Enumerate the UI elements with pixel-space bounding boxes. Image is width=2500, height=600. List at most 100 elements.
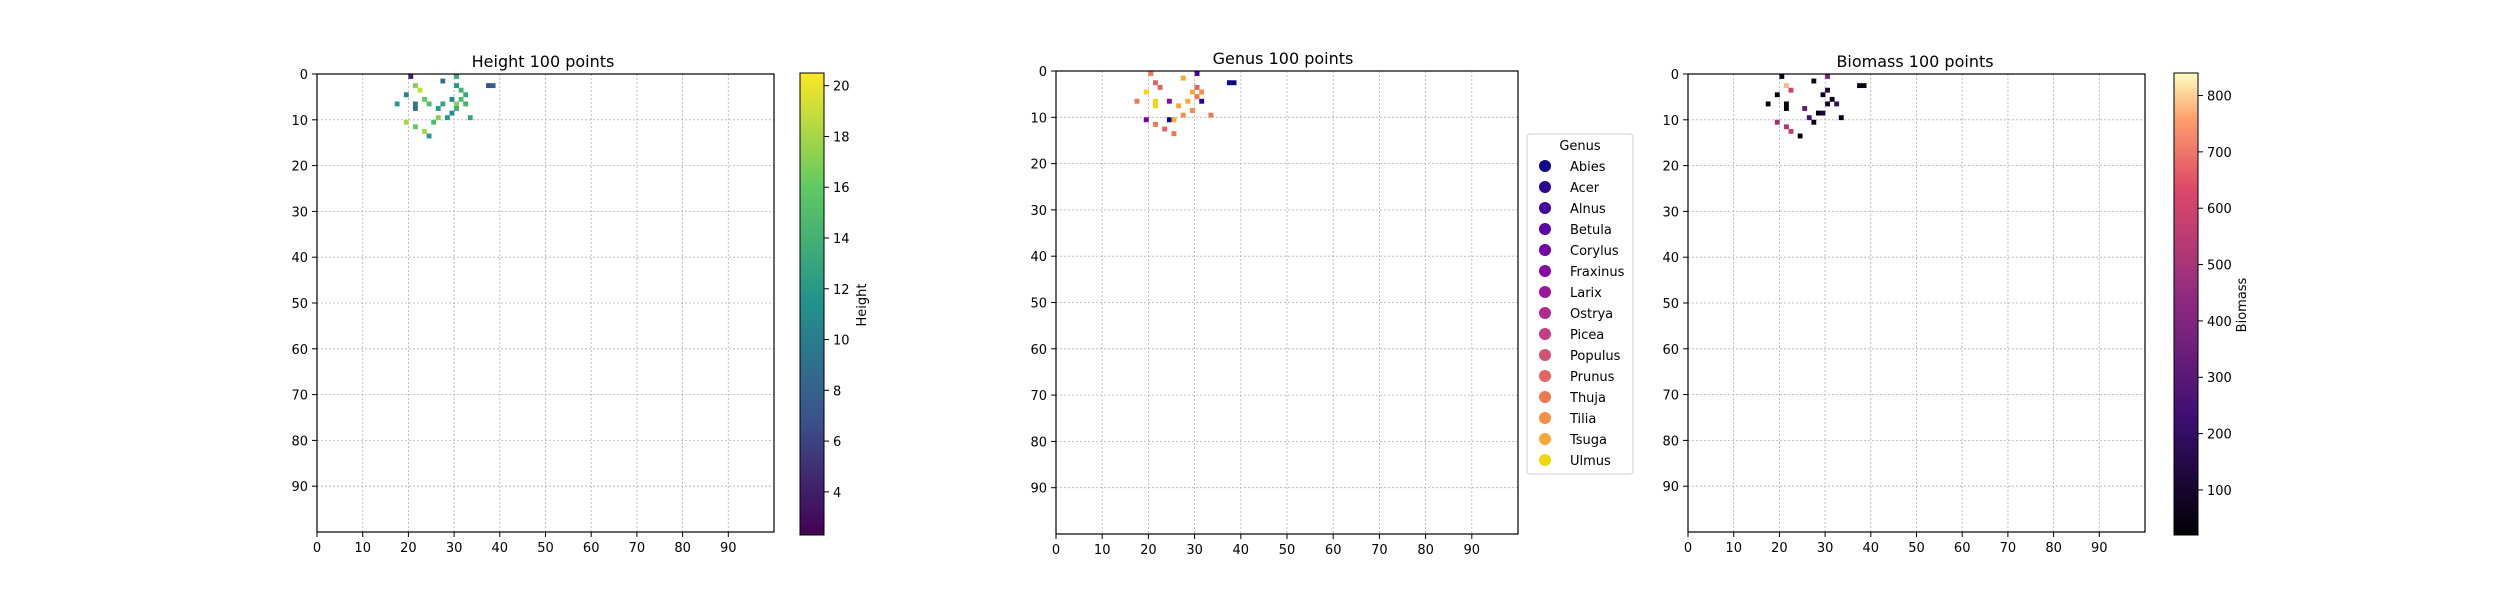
biomass-data-cell [1829, 96, 1835, 102]
genus-legend-marker [1539, 370, 1551, 382]
genus-legend-box [1526, 133, 1634, 475]
genus-data-cell [1171, 131, 1177, 137]
genus-legend-label: Abies [1570, 160, 1606, 175]
genus-data-cell [1176, 103, 1182, 109]
biomass-data-cell [1779, 74, 1785, 79]
genus-x-tick-label: 90 [1464, 543, 1481, 558]
biomass-y-tick-label: 70 [1662, 389, 1679, 404]
biomass-data-cell [1774, 119, 1780, 125]
biomass-x-tick-label: 50 [1908, 541, 1925, 556]
height-y-tick-label: 0 [300, 68, 308, 83]
genus-y-tick-label: 40 [1030, 250, 1047, 265]
genus-data-cell [1199, 98, 1205, 104]
genus-legend-marker [1539, 328, 1551, 340]
genus-legend-marker [1539, 307, 1551, 319]
biomass-data-cell [1788, 128, 1794, 134]
genus-x-tick-label: 80 [1417, 543, 1434, 558]
height-data-cell [422, 128, 427, 134]
biomass-data-cell [1815, 110, 1821, 116]
height-data-cell [440, 101, 446, 107]
genus-data-cell [1180, 112, 1186, 118]
height-x-tick-label: 0 [313, 541, 321, 556]
genus-data-cell [1208, 112, 1214, 118]
height-colorbar-tick-label: 10 [833, 334, 850, 349]
genus-data-cell [1180, 75, 1186, 81]
genus-data-cell [1153, 98, 1158, 104]
height-y-tick-label: 80 [291, 434, 308, 449]
genus-x-tick-label: 30 [1186, 543, 1203, 558]
genus-data-cell [1134, 98, 1140, 104]
genus-data-cell [1153, 121, 1158, 127]
chart-title-height: Height 100 points [472, 52, 615, 71]
genus-legend-label: Tsuga [1569, 433, 1607, 448]
genus-y-tick-label: 70 [1030, 389, 1047, 404]
biomass-colorbar [2173, 72, 2199, 536]
height-data-cell [454, 83, 459, 89]
genus-legend-label: Picea [1570, 328, 1604, 343]
genus-x-tick-label: 50 [1279, 543, 1296, 558]
genus-legend-label: Prunus [1570, 370, 1615, 385]
genus-legend-label: Alnus [1570, 202, 1606, 217]
genus-x-tick-label: 20 [1140, 543, 1157, 558]
chart-title-genus: Genus 100 points [1213, 49, 1354, 68]
height-x-tick-label: 40 [492, 541, 509, 556]
biomass-x-tick-label: 20 [1771, 541, 1788, 556]
height-y-tick-label: 60 [291, 343, 308, 358]
biomass-y-tick-label: 60 [1662, 343, 1679, 358]
height-y-tick-label: 20 [291, 160, 308, 175]
biomass-data-cell [1774, 92, 1780, 98]
height-data-cell [467, 115, 473, 121]
height-data-cell [412, 106, 418, 111]
biomass-colorbar-tick-label: 100 [2207, 484, 2232, 499]
genus-legend-label: Tilia [1569, 412, 1596, 427]
biomass-data-cell [1765, 101, 1771, 107]
genus-legend-label: Larix [1570, 286, 1602, 301]
height-data-cell [426, 101, 432, 107]
height-data-cell [435, 115, 441, 121]
genus-data-cell [1189, 108, 1195, 113]
biomass-data-cell [1861, 83, 1867, 89]
height-y-tick-label: 50 [291, 297, 308, 312]
genus-legend-label: Acer [1570, 181, 1600, 196]
height-data-cell [440, 78, 446, 84]
height-colorbar-tick-label: 12 [833, 283, 850, 298]
height-data-cell [403, 119, 409, 125]
genus-y-tick-label: 80 [1030, 435, 1047, 450]
genus-data-cell [1166, 98, 1172, 104]
genus-x-tick-label: 40 [1233, 543, 1250, 558]
genus-legend-marker [1539, 265, 1551, 277]
genus-legend-marker [1539, 433, 1551, 445]
genus-y-tick-label: 10 [1030, 111, 1047, 126]
genus-legend-marker [1539, 181, 1551, 193]
biomass-data-cell [1825, 74, 1830, 79]
height-colorbar-tick-label: 8 [833, 384, 841, 399]
height-data-cell [449, 110, 455, 116]
height-x-tick-label: 90 [720, 541, 737, 556]
height-data-cell [412, 83, 418, 89]
biomass-colorbar-tick-label: 400 [2207, 315, 2232, 330]
biomass-y-tick-label: 0 [1671, 68, 1679, 83]
biomass-data-cell [1820, 110, 1826, 116]
height-colorbar-tick-label: 18 [833, 130, 850, 145]
biomass-data-cell [1811, 119, 1817, 125]
genus-legend-label: Populus [1570, 349, 1621, 364]
biomass-data-cell [1788, 87, 1794, 93]
height-x-tick-label: 30 [446, 541, 463, 556]
height-data-cell [458, 87, 464, 93]
genus-y-tick-label: 50 [1030, 297, 1047, 312]
biomass-y-tick-label: 50 [1662, 297, 1679, 312]
height-colorbar-tick-label: 4 [833, 486, 841, 501]
genus-data-cell [1166, 117, 1172, 123]
height-x-tick-label: 60 [583, 541, 600, 556]
genus-legend-label: Thuja [1569, 391, 1606, 406]
colorbar-label-height: Height [855, 284, 870, 327]
genus-y-tick-label: 30 [1030, 204, 1047, 219]
genus-legend-label: Betula [1570, 223, 1612, 238]
biomass-data-cell [1802, 106, 1808, 111]
height-y-tick-label: 90 [291, 480, 308, 495]
biomass-y-tick-label: 40 [1662, 251, 1679, 266]
genus-data-cell [1199, 89, 1205, 95]
genus-legend-label: Fraxinus [1570, 265, 1625, 280]
genus-data-cell [1148, 71, 1154, 76]
